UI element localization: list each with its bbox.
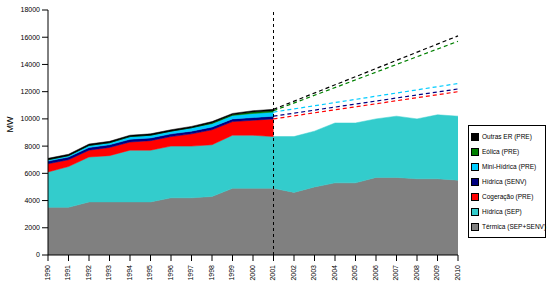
html-text:Hídrica (SEP): Hídrica (SEP) <box>482 208 522 215</box>
svg-text:16000: 16000 <box>21 34 41 41</box>
svg-text:2003: 2003 <box>310 265 317 281</box>
html-text:Cogeração (PRE): Cogeração (PRE) <box>482 193 534 200</box>
svg-text:1992: 1992 <box>85 265 92 281</box>
svg-text:1994: 1994 <box>126 265 133 281</box>
svg-text:2007: 2007 <box>392 265 399 281</box>
svg-text:1999: 1999 <box>228 265 235 281</box>
svg-text:8000: 8000 <box>24 143 40 150</box>
svg-text:2010: 2010 <box>454 265 461 281</box>
svg-text:2005: 2005 <box>351 265 358 281</box>
html-text:Outras ER (PRE): Outras ER (PRE) <box>482 133 532 140</box>
svg-text:1995: 1995 <box>146 265 153 281</box>
svg-text:1996: 1996 <box>167 265 174 281</box>
svg-text:2002: 2002 <box>290 265 297 281</box>
svg-text:1997: 1997 <box>187 265 194 281</box>
svg-text:2000: 2000 <box>249 265 256 281</box>
svg-text:6000: 6000 <box>24 170 40 177</box>
svg-text:1998: 1998 <box>208 265 215 281</box>
svg-text:10000: 10000 <box>21 115 41 122</box>
svg-text:18000: 18000 <box>21 6 41 13</box>
html-text:Térmica (SEP+SENV): Térmica (SEP+SENV) <box>482 223 547 230</box>
html-text:Mini-Hídrica (PRE): Mini-Hídrica (PRE) <box>482 163 537 170</box>
svg-text:1993: 1993 <box>105 265 112 281</box>
svg-text:2004: 2004 <box>331 265 338 281</box>
svg-text:14000: 14000 <box>21 61 41 68</box>
svg-text:1990: 1990 <box>44 265 51 281</box>
html-text:Hídrica (SENV): Hídrica (SENV) <box>482 178 527 185</box>
svg-text:2009: 2009 <box>433 265 440 281</box>
svg-text:2008: 2008 <box>413 265 420 281</box>
svg-text:12000: 12000 <box>21 88 41 95</box>
svg-text:2001: 2001 <box>269 265 276 281</box>
svg-text:1991: 1991 <box>64 265 71 281</box>
svg-text:4000: 4000 <box>24 197 40 204</box>
html-text:Eólica (PRE): Eólica (PRE) <box>482 148 520 155</box>
svg-text:2006: 2006 <box>372 265 379 281</box>
svg-text:MW: MW <box>8 116 15 132</box>
svg-text:0: 0 <box>36 251 40 258</box>
svg-text:2000: 2000 <box>24 224 40 231</box>
